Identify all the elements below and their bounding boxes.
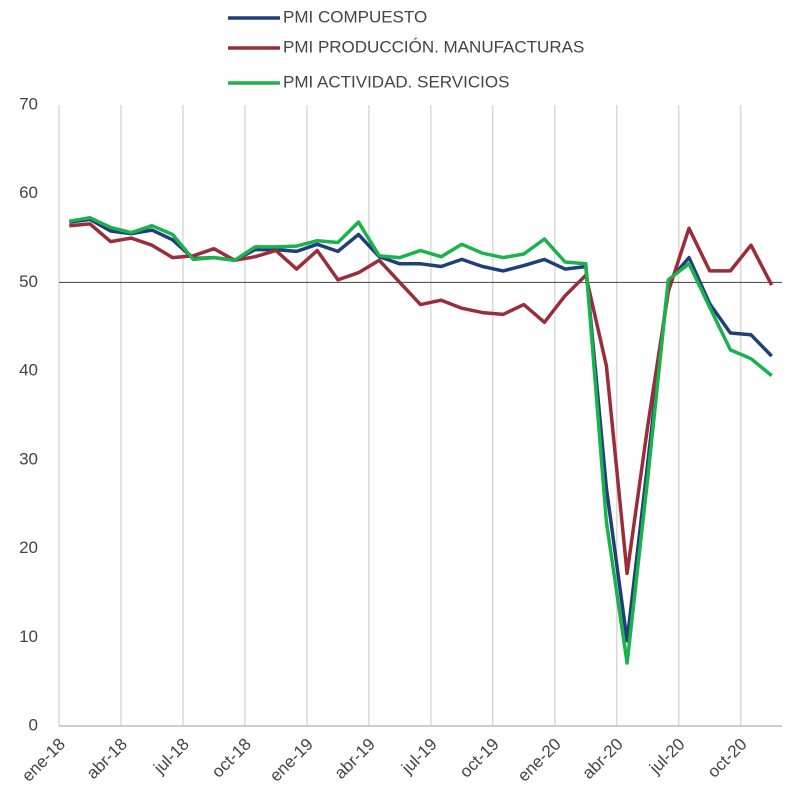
series-line [69,215,773,665]
x-tick-label: oct-18 [208,735,255,782]
x-tick-label: ene-20 [514,735,565,786]
y-tick-label: 50 [19,272,38,291]
x-tick-label: abr-18 [83,735,131,783]
y-tick-label: 20 [19,538,38,557]
legend-label: PMI PRODUCCIÓN. MANUFACTURAS [283,37,584,56]
x-tick-label: ene-18 [18,735,69,786]
legend-label: PMI ACTIVIDAD. SERVICIOS [283,72,509,91]
x-tick-label: jul-20 [645,735,689,779]
x-tick-label: abr-19 [331,735,379,783]
y-tick-label: 40 [19,361,38,380]
y-tick-label: 10 [19,627,38,646]
y-tick-label: 0 [29,715,38,734]
x-tick-label: jul-19 [397,735,441,779]
y-tick-label: 60 [19,183,38,202]
series-line [69,222,774,576]
y-tick-label: 30 [19,449,38,468]
x-tick-label: oct-19 [456,735,503,782]
legend-label: PMI COMPUESTO [283,7,427,26]
x-tick-label: ene-19 [266,735,317,786]
x-tick-label: jul-18 [149,735,193,779]
x-tick-label: oct-20 [704,735,751,782]
x-tick-label: abr-20 [579,735,627,783]
y-tick-label: 70 [19,94,38,113]
